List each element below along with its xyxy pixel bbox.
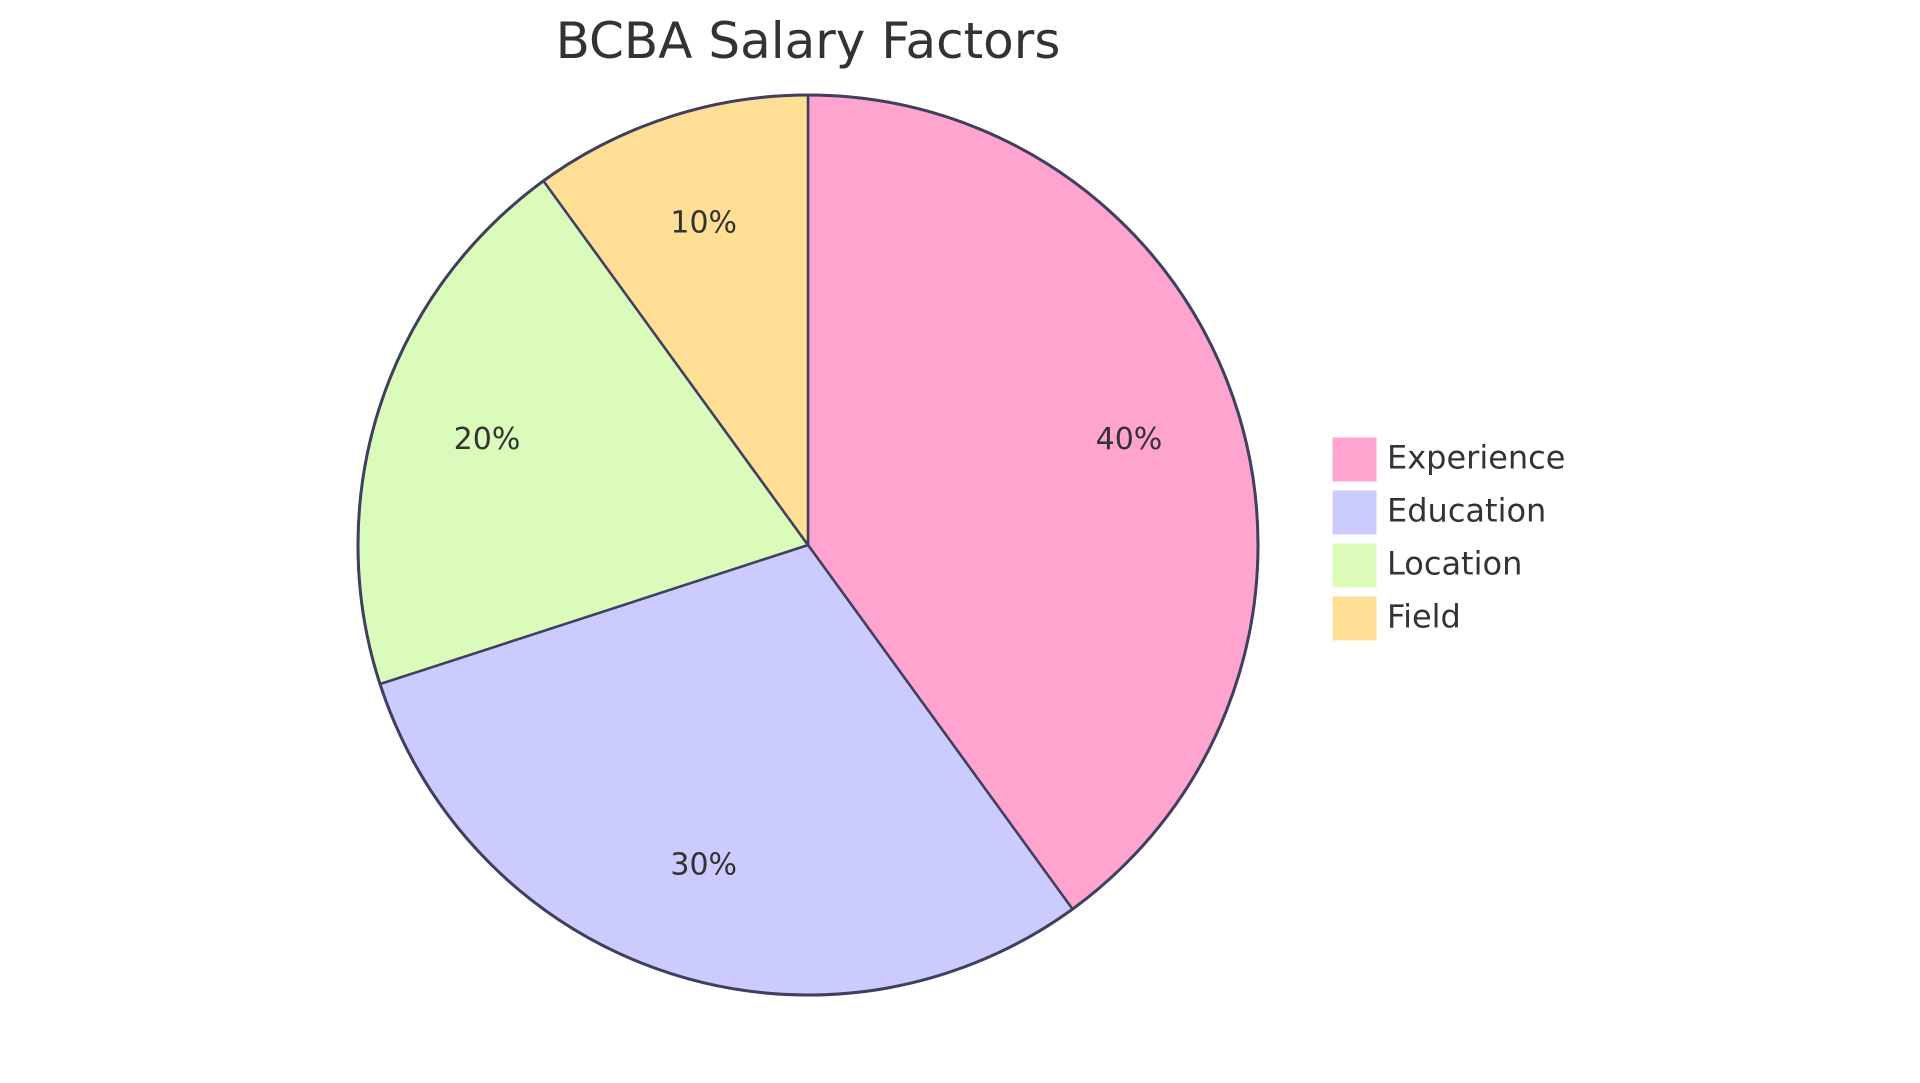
legend-swatch-experience [1331, 436, 1378, 483]
pie-outline [356, 93, 1260, 997]
legend-label-experience: Experience [1387, 439, 1565, 477]
legend: Experience Education Location Field [1331, 436, 1565, 642]
legend-swatch-education [1331, 489, 1378, 536]
slice-label-field: 10% [670, 206, 737, 241]
legend-swatch-location [1331, 542, 1378, 589]
legend-label-education: Education [1387, 492, 1546, 530]
slice-label-location: 20% [454, 422, 521, 457]
slice-label-education: 30% [670, 847, 737, 882]
slice-label-experience: 40% [1096, 422, 1163, 457]
legend-label-location: Location [1387, 545, 1522, 583]
pie-slice-labels: 40% 30% 20% 10% [454, 206, 1163, 883]
chart-title: BCBA Salary Factors [556, 12, 1061, 70]
pie-slices [356, 93, 1260, 997]
legend-label-field: Field [1387, 598, 1461, 636]
legend-swatch-field [1331, 595, 1378, 642]
